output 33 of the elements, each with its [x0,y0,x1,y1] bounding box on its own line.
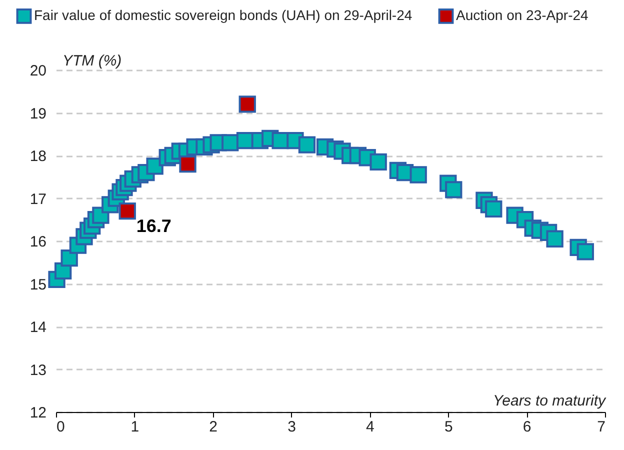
y-tick-label: 17 [30,190,46,208]
x-tick-label: 2 [209,418,218,436]
y-tick-label: 12 [30,404,46,422]
legend-label: Fair value of domestic sovereign bonds (UAH) on 29-April-24 [34,7,412,24]
x-tick-label: 1 [130,418,140,436]
data-label: 16.7 [136,216,172,236]
point [485,200,502,218]
y-tick-label: 20 [30,62,46,80]
x-tick-label: 7 [597,418,606,436]
x-tick-label: 6 [522,418,532,436]
x-axis-title: Years to maturity [492,392,607,410]
y-tick-label: 16 [30,234,46,250]
x-tick-label: 4 [366,418,374,436]
point [238,96,256,113]
point [222,134,239,152]
point [445,181,462,198]
y-tick-label: 18 [30,148,46,165]
y-tick-label: 14 [30,319,46,336]
x-tick-label: 3 [288,418,296,436]
point [179,155,196,173]
legend-label: Auction on 23-Apr-24 [456,7,589,24]
x-tick-label: 5 [444,418,453,436]
y-tick-label: 15 [30,276,46,294]
point [410,166,427,184]
y-axis-title: YTM (%) [62,52,122,70]
point [298,136,316,154]
y-tick-label: 13 [30,362,46,379]
y-tick-label: 19 [30,105,46,122]
point [118,202,136,220]
point [370,153,387,170]
point [576,243,594,260]
point [546,230,564,248]
x-tick-label: 0 [56,418,65,436]
